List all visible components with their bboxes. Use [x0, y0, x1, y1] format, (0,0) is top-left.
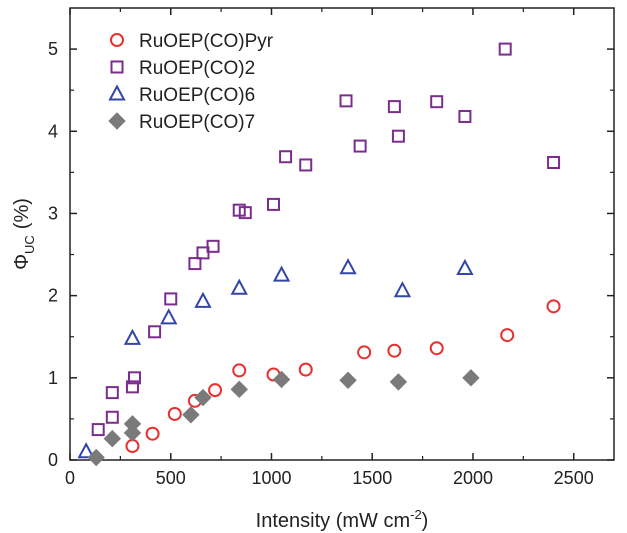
- legend-label: RuOEP(CO)Pyr: [139, 31, 274, 52]
- data-point-square: [188, 257, 202, 271]
- data-point-diamond: [103, 429, 122, 448]
- data-point-circle: [357, 345, 372, 360]
- data-point-diamond: [123, 424, 142, 442]
- data-point-diamond: [230, 380, 248, 399]
- legend-label: RuOEP(CO)7: [139, 112, 255, 133]
- data-point-square: [339, 94, 353, 108]
- series-2: [77, 258, 474, 459]
- series-1: [91, 42, 561, 437]
- y-axis-title-sub: UC: [22, 235, 37, 254]
- data-point-square: [127, 371, 141, 385]
- data-point-diamond: [389, 373, 408, 391]
- data-point-circle: [546, 299, 561, 314]
- data-point-diamond: [87, 448, 105, 467]
- y-axis-title-symbol: Φ: [11, 254, 33, 270]
- data-point-diamond: [182, 406, 200, 424]
- data-point-square: [148, 325, 162, 339]
- data-point-circle: [429, 341, 444, 356]
- data-point-triangle: [339, 258, 357, 275]
- legend-label: RuOEP(CO)2: [139, 58, 255, 79]
- data-point-triangle: [456, 258, 474, 276]
- data-point-square: [353, 139, 367, 153]
- data-point-diamond: [462, 369, 480, 387]
- data-point-circle: [232, 363, 247, 378]
- data-point-triangle: [77, 442, 95, 459]
- series-3: [87, 369, 480, 467]
- legend-item: RuOEP(CO)Pyr: [110, 31, 274, 52]
- y-tick-label: 5: [48, 39, 58, 59]
- legend-label: RuOEP(CO)6: [139, 85, 255, 106]
- legend-marker-triangle: [108, 84, 126, 101]
- legend-item: RuOEP(CO)7: [108, 112, 255, 133]
- legend-item: RuOEP(CO)2: [110, 58, 255, 79]
- data-point-square: [430, 95, 444, 109]
- x-tick-label: 0: [65, 468, 75, 488]
- x-axis-title: Intensity (mW cm-2): [256, 507, 429, 532]
- data-point-diamond: [194, 388, 212, 407]
- data-point-square: [105, 386, 119, 400]
- y-tick-label: 4: [48, 121, 58, 141]
- data-point-triangle: [123, 328, 142, 345]
- x-axis-title-sup: -2: [410, 507, 422, 522]
- data-point-circle: [125, 439, 140, 454]
- data-point-diamond: [339, 371, 357, 389]
- data-point-triangle: [393, 281, 412, 298]
- y-tick-label: 3: [48, 203, 58, 223]
- data-point-square: [206, 239, 220, 253]
- x-axis-title-close: ): [422, 510, 429, 532]
- data-point-square: [387, 100, 401, 114]
- data-point-circle: [145, 426, 160, 441]
- data-point-square: [299, 158, 313, 172]
- data-points: [77, 42, 561, 467]
- data-point-square: [279, 150, 293, 164]
- x-axis-title-main: Intensity (mW cm: [256, 510, 410, 532]
- y-axis-title-unit: (%): [11, 198, 33, 229]
- data-point-square: [266, 197, 280, 211]
- x-tick-label: 500: [156, 468, 186, 488]
- data-point-triangle: [230, 278, 248, 295]
- x-tick-label: 1500: [352, 468, 392, 488]
- data-point-square: [164, 292, 178, 306]
- legend-item: RuOEP(CO)6: [108, 84, 255, 106]
- data-point-square: [458, 109, 472, 123]
- data-point-triangle: [272, 265, 291, 282]
- y-tick-label: 2: [48, 286, 58, 306]
- series-0: [125, 299, 561, 454]
- y-tick-label: 0: [48, 450, 58, 470]
- legend-marker-diamond: [108, 112, 126, 130]
- y-tick-label: 1: [48, 368, 58, 388]
- x-tick-label: 2000: [453, 468, 493, 488]
- data-point-square: [105, 410, 119, 424]
- data-point-circle: [208, 383, 223, 398]
- data-point-square: [91, 423, 105, 437]
- data-point-diamond: [272, 370, 291, 389]
- data-point-square: [238, 206, 252, 220]
- data-point-circle: [500, 328, 515, 343]
- data-point-square: [498, 42, 512, 56]
- plot-frame: [69, 7, 615, 461]
- data-point-circle: [387, 343, 402, 358]
- data-point-square: [547, 156, 561, 170]
- x-tick-label: 2500: [554, 468, 594, 488]
- data-point-triangle: [160, 308, 178, 325]
- legend: RuOEP(CO)Pyr RuOEP(CO)2 RuOEP(CO)6 RuOEP(CO…: [108, 31, 274, 133]
- data-point-circle: [167, 406, 182, 421]
- y-axis-title: ΦUC (%): [11, 198, 37, 270]
- data-point-square: [391, 129, 405, 143]
- data-point-circle: [298, 362, 313, 377]
- x-tick-label: 1000: [251, 468, 291, 488]
- axis-ticks: 0 500 1000 1500 2000 2500 0 1 2 3 4 5: [48, 8, 614, 488]
- legend-marker-square: [110, 60, 124, 74]
- data-point-square: [196, 246, 210, 260]
- legend-marker-circle: [110, 33, 124, 47]
- data-point-square: [125, 380, 139, 394]
- data-point-triangle: [194, 291, 212, 308]
